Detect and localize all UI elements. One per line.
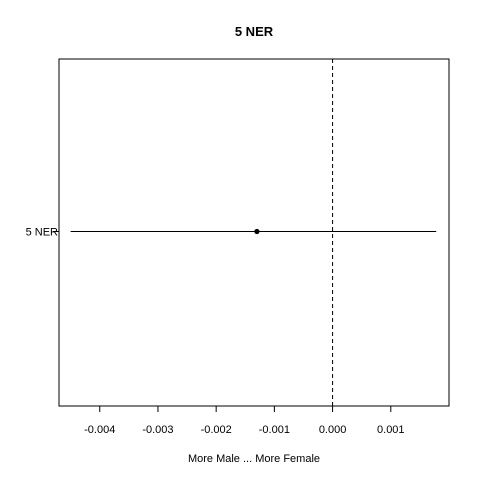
x-axis-label: More Male ... More Female [188, 453, 320, 465]
chart-marks [71, 229, 437, 234]
plot-frame [59, 59, 449, 406]
x-tick-label: -0.001 [259, 424, 290, 436]
y-axis-labels: 5 NER [26, 227, 59, 239]
x-tick-label: -0.003 [142, 424, 173, 436]
x-tick-label: -0.004 [84, 424, 115, 436]
x-tick-label: 0.001 [377, 424, 405, 436]
y-tick-label: 5 NER [26, 227, 58, 239]
x-tick-label: 0.000 [319, 424, 347, 436]
x-axis: -0.004 -0.003 -0.002 -0.001 0.000 0.001 [84, 406, 404, 436]
point-estimate [254, 229, 259, 234]
x-tick-label: -0.002 [201, 424, 232, 436]
chart-title: 5 NER [235, 24, 274, 39]
